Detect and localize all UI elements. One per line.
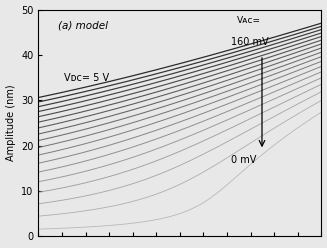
Text: Vᴅᴄ= 5 V: Vᴅᴄ= 5 V	[64, 73, 109, 83]
Y-axis label: Amplitude (nm): Amplitude (nm)	[6, 85, 16, 161]
Text: 160 mV: 160 mV	[231, 37, 268, 47]
Text: (a) model: (a) model	[58, 21, 108, 31]
Text: 0 mV: 0 mV	[231, 155, 256, 165]
Text: Vᴀᴄ=: Vᴀᴄ=	[236, 16, 261, 25]
